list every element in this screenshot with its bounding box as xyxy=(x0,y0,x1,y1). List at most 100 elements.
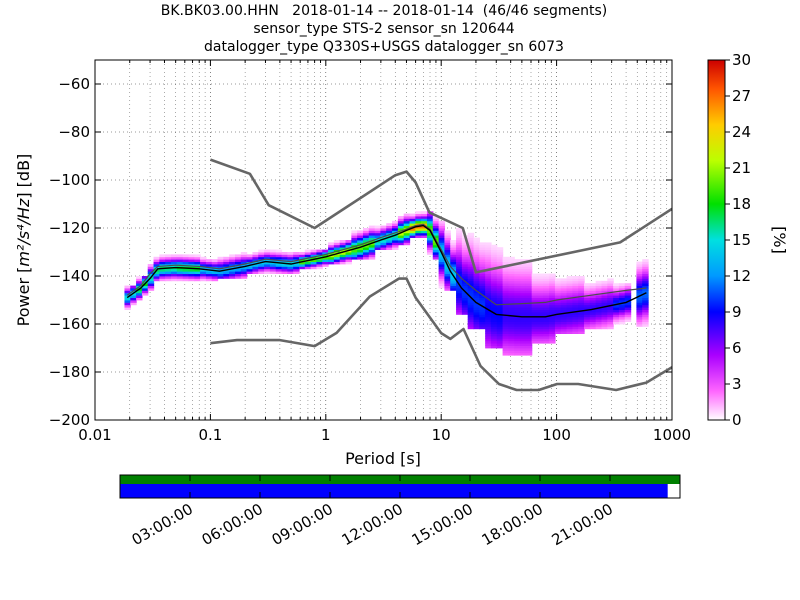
density-cell xyxy=(618,283,626,286)
density-cell xyxy=(508,285,515,289)
density-cell xyxy=(136,297,143,301)
colorbar-label: [%] xyxy=(770,226,789,254)
y-tick-label: −120 xyxy=(49,219,90,237)
density-cell xyxy=(194,276,201,279)
density-cell xyxy=(554,292,562,296)
density-cell xyxy=(269,271,277,274)
density-cell xyxy=(543,292,550,296)
density-cell xyxy=(456,266,463,270)
density-cell xyxy=(304,254,312,258)
density-cell xyxy=(525,312,533,315)
density-cell xyxy=(508,348,515,351)
density-cell xyxy=(165,259,172,262)
density-cell xyxy=(159,254,166,258)
density-cell xyxy=(502,345,510,349)
density-cell xyxy=(258,256,265,260)
density-cell xyxy=(572,300,579,303)
density-cell xyxy=(642,261,649,265)
density-cell xyxy=(153,273,160,277)
density-cell xyxy=(485,256,492,260)
density-cell xyxy=(467,297,475,301)
density-cell xyxy=(514,350,521,354)
density-cell xyxy=(147,268,155,272)
density-cell xyxy=(589,295,597,298)
density-cell xyxy=(578,319,585,322)
density-cell xyxy=(386,237,393,241)
density-cell xyxy=(642,264,649,267)
density-cell xyxy=(490,276,498,279)
density-cell xyxy=(549,338,556,342)
density-cell xyxy=(403,237,411,241)
density-cell xyxy=(392,244,399,248)
density-cell xyxy=(496,345,504,349)
density-cell xyxy=(537,295,544,298)
density-cell xyxy=(508,312,515,315)
density-cell xyxy=(520,266,527,270)
density-cell xyxy=(269,252,277,255)
timeline-tick-label: 06:00:00 xyxy=(199,500,266,549)
density-cell xyxy=(444,268,451,272)
density-cell xyxy=(636,268,643,272)
plot-area: 0.01 0.1 1 10 100 1000−60−80−100−120−140−160−… xyxy=(49,59,691,444)
density-cell xyxy=(322,264,329,267)
density-cell xyxy=(438,256,446,260)
density-cell xyxy=(490,345,498,349)
density-cell xyxy=(298,259,306,262)
density-cell xyxy=(479,266,486,270)
density-cell xyxy=(461,295,469,298)
density-cell xyxy=(485,316,492,320)
density-cell xyxy=(496,276,504,279)
density-cell xyxy=(496,300,504,303)
density-cell xyxy=(467,242,475,246)
density-cell xyxy=(456,247,463,250)
density-cell xyxy=(520,321,527,325)
density-cell xyxy=(397,225,405,229)
density-cell xyxy=(578,321,585,325)
density-cell xyxy=(490,326,498,330)
density-cell xyxy=(426,213,434,217)
density-cell xyxy=(566,290,574,294)
density-cell xyxy=(502,338,510,342)
density-cell xyxy=(624,290,632,294)
density-cell xyxy=(415,213,422,217)
density-cell xyxy=(636,319,643,322)
density-cell xyxy=(456,240,463,243)
density-cell xyxy=(421,230,428,234)
density-cell xyxy=(531,290,539,294)
density-cell xyxy=(362,242,370,246)
density-cell xyxy=(485,261,492,265)
density-cell xyxy=(386,244,393,248)
density-cell xyxy=(258,264,265,267)
density-cell xyxy=(479,249,486,253)
density-cell xyxy=(473,302,480,306)
density-cell xyxy=(525,321,533,325)
density-cell xyxy=(333,256,341,260)
density-cell xyxy=(520,312,527,315)
density-cell xyxy=(618,314,626,318)
density-cell xyxy=(438,247,446,250)
colorbar-tick-label: 30 xyxy=(732,51,751,69)
density-cell xyxy=(578,278,585,282)
density-cell xyxy=(485,247,492,250)
density-cell xyxy=(525,304,533,308)
density-cell xyxy=(328,244,335,248)
density-cell xyxy=(456,312,463,315)
density-cell xyxy=(490,244,498,248)
density-cell xyxy=(293,256,300,260)
density-cell xyxy=(560,321,568,325)
density-cell xyxy=(461,244,469,248)
density-cell xyxy=(479,252,486,255)
density-cell xyxy=(170,276,178,279)
density-cell xyxy=(525,297,533,301)
density-cell xyxy=(490,271,498,274)
density-cell xyxy=(328,259,335,262)
density-cell xyxy=(130,295,137,298)
density-cell xyxy=(566,328,574,332)
density-cell xyxy=(485,302,492,306)
density-cell xyxy=(601,288,608,291)
density-cell xyxy=(514,321,521,325)
density-cell xyxy=(572,324,579,327)
density-cell xyxy=(287,264,294,267)
density-cell xyxy=(525,307,533,310)
density-cell xyxy=(572,331,579,334)
